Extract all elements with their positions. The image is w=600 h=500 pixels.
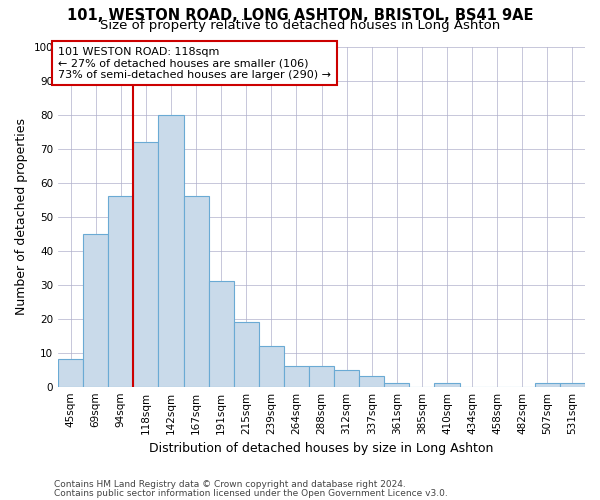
Bar — [184, 196, 209, 386]
Bar — [560, 384, 585, 386]
Bar — [209, 281, 233, 386]
Bar — [108, 196, 133, 386]
Text: Size of property relative to detached houses in Long Ashton: Size of property relative to detached ho… — [100, 19, 500, 32]
Bar — [83, 234, 108, 386]
Bar — [434, 384, 460, 386]
Bar — [535, 384, 560, 386]
Bar — [359, 376, 384, 386]
Y-axis label: Number of detached properties: Number of detached properties — [15, 118, 28, 315]
Bar — [334, 370, 359, 386]
Text: 101 WESTON ROAD: 118sqm
← 27% of detached houses are smaller (106)
73% of semi-d: 101 WESTON ROAD: 118sqm ← 27% of detache… — [58, 46, 331, 80]
Bar — [58, 360, 83, 386]
Text: 101, WESTON ROAD, LONG ASHTON, BRISTOL, BS41 9AE: 101, WESTON ROAD, LONG ASHTON, BRISTOL, … — [67, 8, 533, 22]
Bar — [309, 366, 334, 386]
Bar — [384, 384, 409, 386]
Text: Contains HM Land Registry data © Crown copyright and database right 2024.: Contains HM Land Registry data © Crown c… — [54, 480, 406, 489]
Bar — [133, 142, 158, 386]
Bar — [284, 366, 309, 386]
Bar — [233, 322, 259, 386]
Bar — [259, 346, 284, 387]
Bar — [158, 114, 184, 386]
X-axis label: Distribution of detached houses by size in Long Ashton: Distribution of detached houses by size … — [149, 442, 494, 455]
Text: Contains public sector information licensed under the Open Government Licence v3: Contains public sector information licen… — [54, 488, 448, 498]
